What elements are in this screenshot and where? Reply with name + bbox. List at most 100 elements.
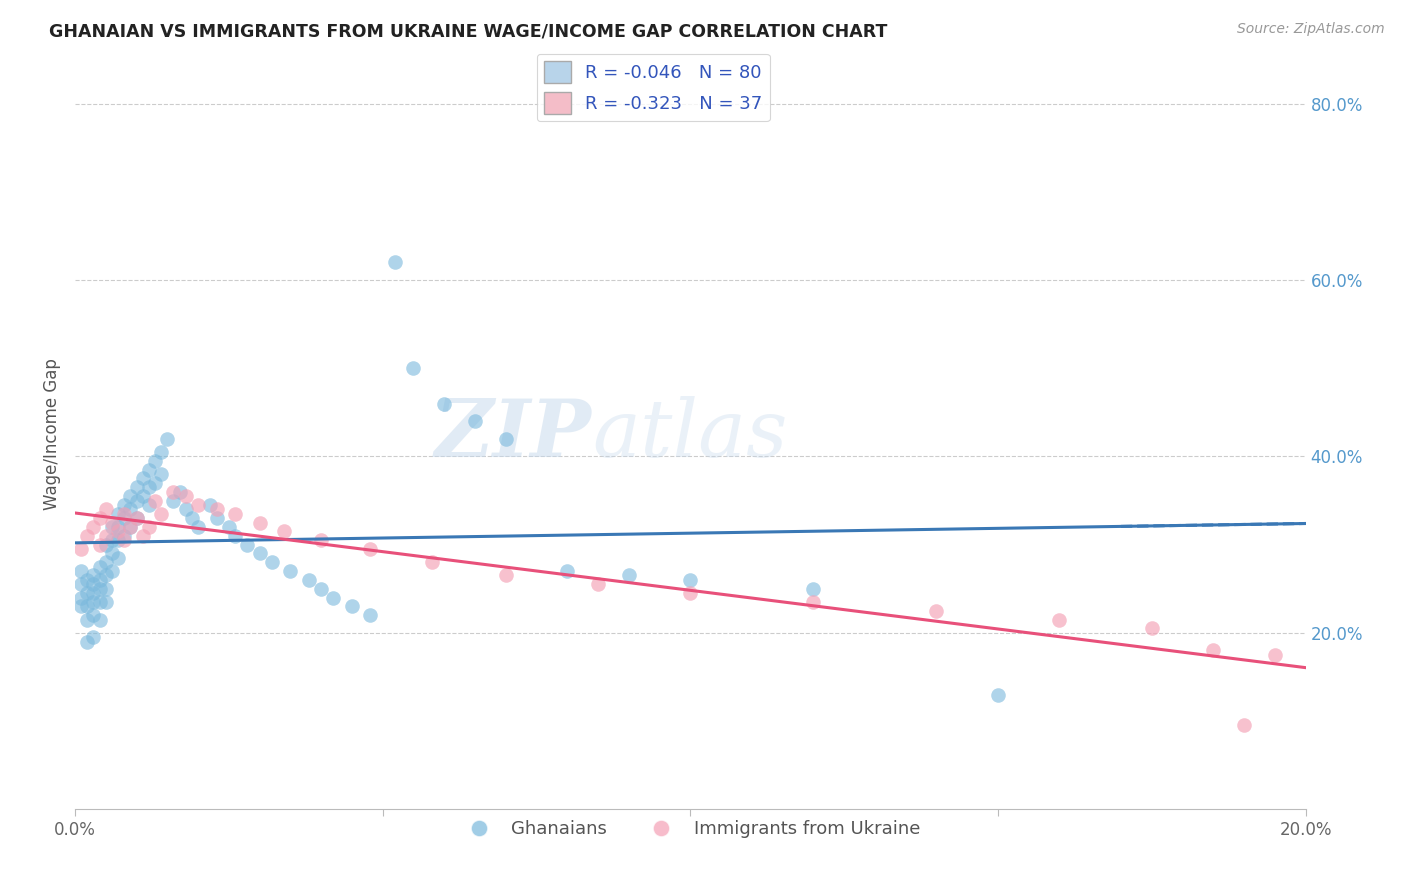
Point (131, 529, 153, 543)
Point (384, 255, 406, 269)
Point (70, 564, 93, 578)
Point (200, 498, 222, 512)
Point (143, 493, 166, 508)
Point (555, 564, 578, 578)
Point (94, 555, 117, 569)
Point (101, 520, 124, 534)
Point (107, 533, 129, 548)
Point (70, 599, 93, 614)
Point (801, 595, 824, 609)
Text: atlas: atlas (592, 396, 787, 473)
Point (340, 599, 363, 614)
Point (112, 533, 135, 548)
Point (143, 475, 166, 490)
Point (218, 520, 240, 534)
Point (1233, 718, 1256, 732)
Point (1202, 643, 1225, 657)
Point (94, 568, 117, 582)
Point (138, 480, 160, 494)
Point (679, 573, 702, 587)
Point (249, 516, 271, 530)
Point (280, 564, 302, 578)
Legend: Ghanaians, Immigrants from Ukraine: Ghanaians, Immigrants from Ukraine (453, 813, 927, 845)
Point (1047, 613, 1070, 627)
Point (143, 454, 166, 468)
Point (89, 511, 111, 525)
Point (82, 577, 104, 591)
Point (1140, 621, 1163, 635)
Point (224, 507, 246, 521)
Point (94, 502, 117, 516)
Point (125, 511, 148, 525)
Point (82, 630, 104, 644)
Point (150, 445, 173, 459)
Point (125, 511, 148, 525)
Point (150, 467, 173, 481)
Point (169, 484, 191, 499)
Point (107, 520, 129, 534)
Point (82, 595, 104, 609)
Point (495, 432, 517, 446)
Point (617, 568, 640, 582)
Point (94, 582, 117, 596)
Point (309, 582, 332, 596)
Text: Source: ZipAtlas.com: Source: ZipAtlas.com (1237, 22, 1385, 37)
Point (120, 520, 142, 534)
Point (76, 613, 98, 627)
Point (125, 480, 148, 494)
Point (187, 498, 209, 512)
Point (987, 688, 1010, 702)
Point (359, 608, 381, 623)
Point (322, 591, 344, 605)
Point (101, 533, 124, 548)
Point (101, 546, 124, 560)
Point (107, 524, 129, 539)
Point (138, 498, 160, 512)
Point (89, 538, 111, 552)
Point (70, 541, 93, 556)
Point (89, 595, 111, 609)
Point (70, 577, 93, 591)
Point (89, 573, 111, 587)
Point (70, 591, 93, 605)
Point (82, 520, 104, 534)
Point (180, 511, 202, 525)
Point (76, 599, 98, 614)
Point (174, 489, 197, 503)
Point (125, 493, 148, 508)
Point (150, 507, 173, 521)
Point (94, 529, 117, 543)
Point (433, 396, 456, 410)
Point (94, 595, 117, 609)
Point (120, 489, 142, 503)
Point (138, 463, 160, 477)
Point (273, 524, 295, 539)
Point (309, 533, 332, 548)
Point (76, 573, 98, 587)
Point (156, 432, 179, 446)
Point (112, 511, 135, 525)
Point (107, 550, 129, 565)
Point (76, 586, 98, 600)
Point (260, 555, 283, 569)
Point (162, 493, 184, 508)
Point (298, 573, 321, 587)
Point (89, 559, 111, 574)
Point (174, 502, 197, 516)
Point (89, 582, 111, 596)
Text: GHANAIAN VS IMMIGRANTS FROM UKRAINE WAGE/INCOME GAP CORRELATION CHART: GHANAIAN VS IMMIGRANTS FROM UKRAINE WAGE… (49, 22, 887, 40)
Point (76, 634, 98, 648)
Point (495, 568, 517, 582)
Point (249, 546, 271, 560)
Point (801, 582, 824, 596)
Point (205, 511, 228, 525)
Point (679, 586, 702, 600)
Point (586, 577, 609, 591)
Point (131, 489, 153, 503)
Point (89, 613, 111, 627)
Point (162, 484, 184, 499)
Point (101, 516, 124, 530)
Point (138, 520, 160, 534)
Point (1264, 648, 1286, 662)
Point (224, 529, 246, 543)
